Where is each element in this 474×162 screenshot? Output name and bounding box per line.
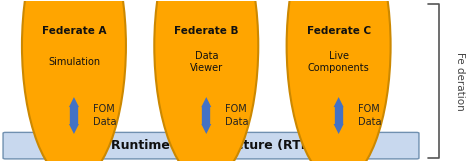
- Ellipse shape: [22, 0, 126, 162]
- Text: Data
Viewer: Data Viewer: [190, 51, 223, 73]
- Text: Federate C: Federate C: [307, 26, 371, 36]
- Text: Fe deration: Fe deration: [455, 52, 465, 110]
- Text: Runtime Infrastructure (RTI): Runtime Infrastructure (RTI): [111, 139, 311, 152]
- FancyBboxPatch shape: [3, 132, 419, 159]
- Text: FOM
Data: FOM Data: [93, 104, 116, 127]
- Text: Simulation: Simulation: [48, 57, 100, 67]
- Text: Federate B: Federate B: [174, 26, 238, 36]
- Text: Live
Components: Live Components: [308, 51, 370, 73]
- Text: FOM
Data: FOM Data: [225, 104, 249, 127]
- Text: Federate A: Federate A: [42, 26, 106, 36]
- Text: FOM
Data: FOM Data: [357, 104, 381, 127]
- Ellipse shape: [287, 0, 391, 162]
- Ellipse shape: [155, 0, 258, 162]
